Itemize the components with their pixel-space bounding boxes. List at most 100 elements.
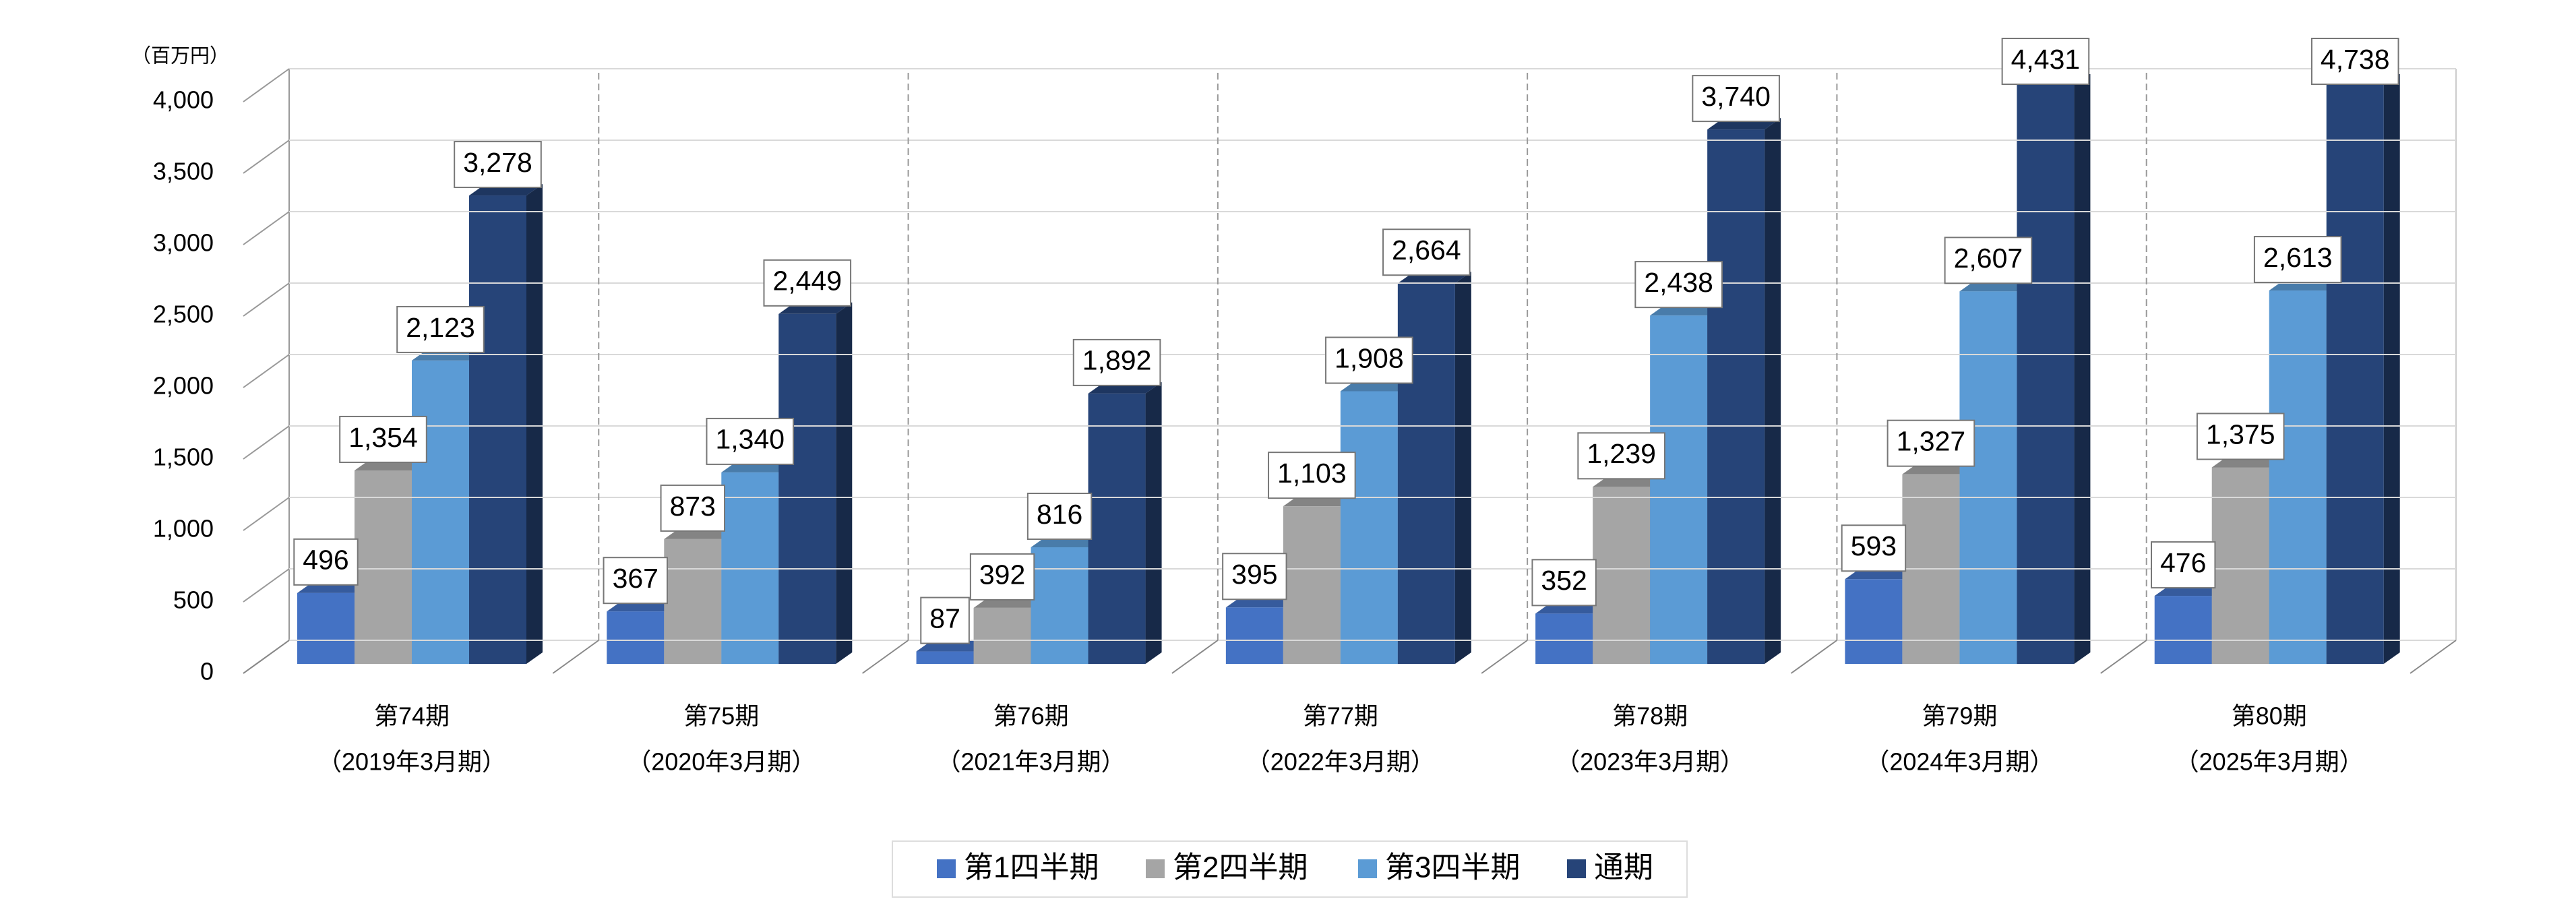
data-label: 3,740 [1701,81,1771,112]
data-label-box [706,417,795,465]
y-tick-label: 0 [200,658,214,685]
data-label: 496 [303,545,348,576]
data-label: 3,278 [463,147,532,178]
data-label-box [763,259,852,307]
y-tick-label: 3,000 [153,229,214,257]
category-divider [861,640,909,674]
data-label: 2,664 [1392,235,1461,266]
data-label: 367 [613,563,658,594]
category-divider [243,640,290,674]
data-label: 395 [1231,559,1277,590]
data-label: 2,438 [1644,267,1713,298]
category-divider [552,640,599,674]
bar [1650,315,1708,664]
data-label-box [2196,412,2285,460]
data-label: 873 [670,491,716,522]
data-label-box [1531,559,1597,607]
data-label-box [969,553,1035,601]
data-label: 2,607 [1954,243,2023,274]
data-label: 1,103 [1277,458,1347,489]
data-label: 352 [1541,565,1587,596]
data-label: 2,449 [772,266,842,297]
data-label: 2,123 [406,312,475,343]
data-label-box [1222,553,1287,601]
x-tick-label: （2021年3月期） [937,748,1126,776]
legend-swatch [1146,859,1165,878]
data-label: 1,239 [1587,438,1656,469]
data-label: 1,354 [348,422,418,453]
grid-line [243,282,290,317]
y-tick-label: 3,500 [153,158,214,185]
grid-line [243,354,290,388]
bar [916,651,974,664]
data-label-box [1072,338,1161,386]
bar-side [1765,118,1781,664]
bar [2326,74,2384,664]
data-label: 4,738 [2321,44,2390,75]
bar [1535,613,1593,664]
x-tick-label: 第75期 [683,702,759,730]
x-tick-label: （2020年3月期） [627,748,816,776]
bar-side [836,302,853,664]
data-label-box [1382,228,1471,276]
data-label-box [1944,237,2033,284]
data-label-box [2151,541,2216,589]
legend-label: 第1四半期 [964,851,1099,884]
data-label-box [1325,336,1413,384]
data-label: 1,892 [1082,345,1152,376]
bar [721,472,779,664]
bar-side [1454,272,1471,664]
bar [1707,129,1765,664]
legend-label: 第2四半期 [1173,851,1308,884]
data-label-box [1841,524,1907,572]
data-label-box [1577,432,1665,480]
data-label: 87 [929,603,960,634]
data-label: 816 [1037,499,1082,530]
legend-label: 通期 [1594,851,1653,884]
data-label-box [920,596,970,644]
data-label-box [660,484,725,532]
x-tick-label: （2022年3月期） [1246,748,1435,776]
data-label-box [2310,38,2399,85]
y-tick-label: 4,000 [153,86,214,114]
data-label-box [1026,493,1093,541]
data-label: 2,613 [2263,242,2333,273]
data-label-box [1887,419,1975,467]
category-divider [1171,640,1219,674]
y-tick-label: 2,500 [153,301,214,328]
data-label: 4,431 [2011,44,2081,75]
bar [664,539,722,664]
x-tick-label: （2023年3月期） [1556,748,1744,776]
category-divider [2100,640,2147,674]
data-label: 1,908 [1335,342,1404,373]
bar-side [2383,74,2400,664]
bar [1031,547,1088,664]
x-tick-label: 第79期 [1922,702,1997,730]
bar [469,195,526,665]
bar [1845,579,1903,664]
x-tick-label: 第76期 [993,702,1069,730]
bar [607,611,665,664]
bar [2269,290,2327,664]
bar [1088,393,1146,664]
data-label-box [1634,261,1723,309]
bar [412,360,469,664]
data-label-box [339,415,427,463]
data-label: 1,375 [2206,419,2275,450]
data-label: 476 [2160,547,2206,578]
x-tick-label: （2025年3月期） [2175,748,2364,776]
bar [2211,467,2269,664]
bar [1283,506,1341,664]
grid-line [243,68,290,102]
data-label-box [396,305,485,353]
y-tick-label: 1,500 [153,443,214,471]
x-tick-label: 第80期 [2232,702,2307,730]
bar [297,592,355,664]
data-label-box [1692,75,1780,123]
y-tick-label: 500 [173,586,214,614]
bar-side [526,184,543,665]
grid-line [243,425,290,460]
data-label-box [2253,236,2342,284]
legend-swatch [1567,859,1586,878]
bar [1593,487,1651,664]
